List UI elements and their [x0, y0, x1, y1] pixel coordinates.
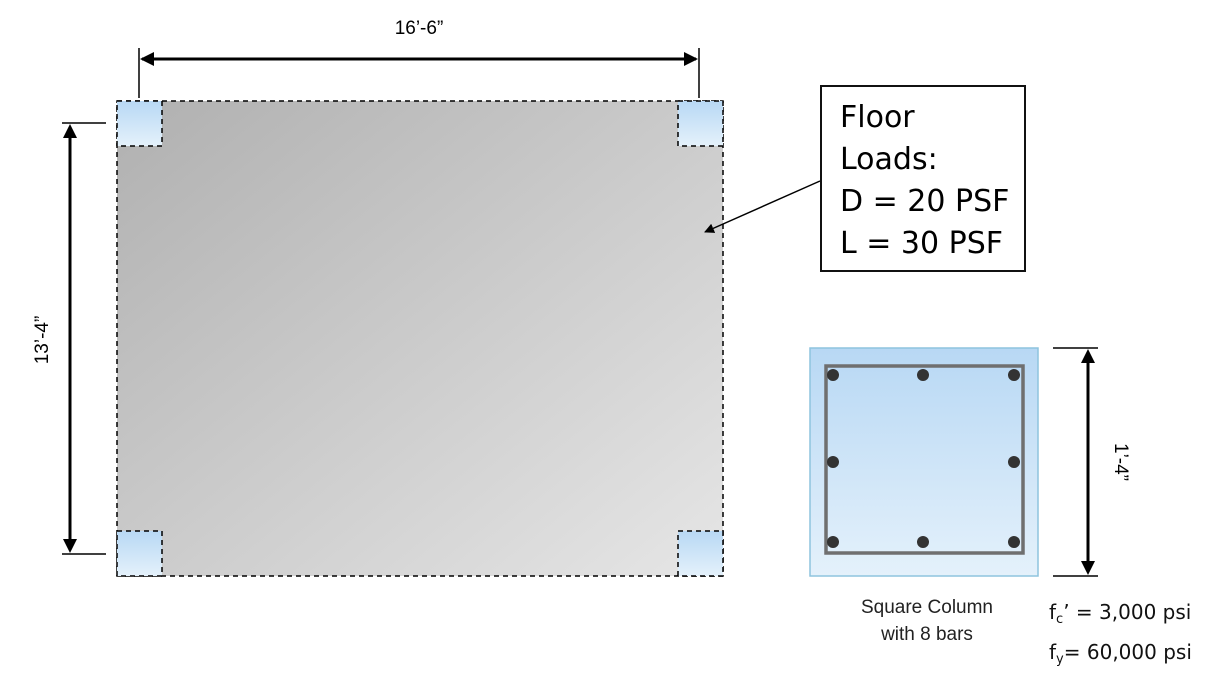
column-dimension-label: 1’-4”: [1110, 443, 1131, 481]
load-leader-arrow: [704, 180, 821, 233]
rebar-5: [1008, 456, 1020, 468]
column-caption-line2: with 8 bars: [881, 624, 973, 645]
width-dimension: 16’-6”: [138, 18, 700, 98]
steel-yield-strength: fy= 60,000 psi: [1049, 640, 1192, 667]
column-dimension: 1’-4”: [1053, 347, 1131, 577]
rebar-2: [917, 369, 929, 381]
material-properties: fc’ = 3,000 psi fy= 60,000 psi: [1049, 596, 1192, 676]
floor-loads-title-line2: Loads:: [840, 142, 938, 177]
rebar-8: [1008, 536, 1020, 548]
concrete-strength: fc’ = 3,000 psi: [1049, 600, 1192, 627]
live-load-value: L = 30 PSF: [840, 226, 1004, 261]
corner-column-top-right: [677, 100, 724, 147]
rebar-6: [827, 536, 839, 548]
corner-column-bottom-right: [677, 530, 724, 577]
rebar-4: [827, 456, 839, 468]
rebar-7: [917, 536, 929, 548]
floor-loads-title-line1: Floor: [840, 100, 915, 135]
column-section-detail: [809, 347, 1039, 577]
dead-load-value: D = 20 PSF: [840, 184, 1010, 219]
floor-loads-box: Floor Loads: D = 20 PSF L = 30 PSF: [820, 85, 1026, 272]
column-caption-line1: Square Column: [860, 597, 994, 618]
corner-column-bottom-left: [116, 530, 163, 577]
corner-column-top-left: [116, 100, 163, 147]
floor-slab: [116, 100, 724, 577]
height-dimension: 13’-4”: [32, 122, 106, 555]
rebar-3: [1008, 369, 1020, 381]
column-caption: Square Column with 8 bars: [832, 594, 1022, 648]
width-dimension-label: 16’-6”: [395, 18, 444, 39]
rebar-group: [827, 369, 1020, 548]
height-dimension-label: 13’-4”: [32, 316, 53, 365]
rebar-1: [827, 369, 839, 381]
column-tie: [824, 364, 1025, 555]
